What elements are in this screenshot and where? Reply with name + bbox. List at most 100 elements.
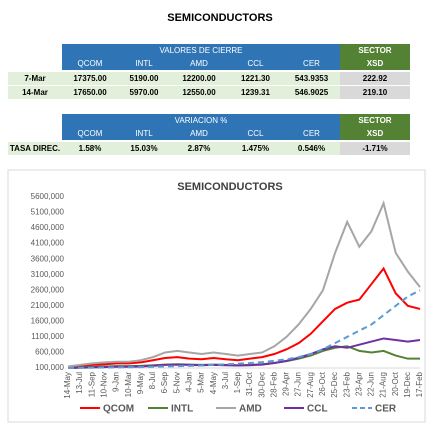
group-header: VALORES DE CIERRE bbox=[160, 46, 243, 55]
x-tick-label: 29-Apr bbox=[282, 372, 291, 396]
y-tick-label: 5100,000 bbox=[31, 208, 65, 217]
sector-label: SECTOR bbox=[358, 116, 391, 125]
x-tick-label: 5-Nov bbox=[172, 372, 181, 393]
column-header: CER bbox=[303, 59, 320, 68]
x-tick-label: 10-Nov bbox=[100, 372, 109, 398]
y-tick-label: 600,000 bbox=[35, 348, 64, 357]
column-header: AMD bbox=[190, 59, 208, 68]
y-tick-label: 5600,000 bbox=[31, 192, 65, 201]
table-cell: 5190.00 bbox=[130, 74, 159, 83]
x-tick-label: 1-Sep bbox=[233, 371, 242, 393]
x-tick-label: 28-Feb bbox=[269, 371, 278, 397]
series-line bbox=[67, 200, 421, 368]
table-cell: 7-Mar bbox=[24, 74, 45, 83]
table-cell: 1.475% bbox=[242, 144, 269, 153]
row-bg bbox=[8, 72, 340, 85]
x-tick-label: 4-Jan bbox=[184, 372, 193, 392]
x-tick-label: 11-Sep bbox=[87, 371, 96, 397]
y-tick-label: 1100,000 bbox=[31, 332, 64, 341]
row-bg bbox=[8, 142, 340, 155]
x-tick-label: 26-Oct bbox=[318, 371, 327, 396]
column-header: CCL bbox=[247, 129, 264, 138]
y-tick-label: 4100,000 bbox=[31, 239, 65, 248]
x-tick-label: 9-Jan bbox=[112, 372, 121, 392]
table-cell: 1221.30 bbox=[241, 74, 270, 83]
y-tick-label: 1600,000 bbox=[31, 316, 65, 325]
table-cell: 1239.31 bbox=[241, 88, 270, 97]
x-tick-label: 25-Dec bbox=[330, 372, 339, 398]
table-cell: -1.71% bbox=[362, 144, 387, 153]
column-header: XSD bbox=[367, 59, 384, 68]
column-header: QCOM bbox=[78, 129, 103, 138]
table-cell: 5970.00 bbox=[130, 88, 159, 97]
legend-label: CER bbox=[375, 404, 397, 415]
x-tick-label: 8-Jul bbox=[148, 372, 157, 390]
series-line bbox=[67, 266, 421, 369]
table-cell: 15.03% bbox=[130, 144, 157, 153]
column-header: QCOM bbox=[78, 59, 103, 68]
table-cell: 219.10 bbox=[363, 88, 388, 97]
table-cell: 1.58% bbox=[79, 144, 102, 153]
x-tick-label: 21-Aug bbox=[379, 372, 388, 398]
y-tick-label: 2100,000 bbox=[31, 301, 65, 310]
column-header: AMD bbox=[190, 129, 208, 138]
x-tick-label: 14-May bbox=[63, 372, 72, 399]
y-tick-label: 3100,000 bbox=[31, 270, 65, 279]
column-header: INTL bbox=[135, 129, 153, 138]
x-tick-label: 27-Aug bbox=[306, 372, 315, 398]
row-bg bbox=[340, 86, 410, 99]
table-cell: 2.87% bbox=[188, 144, 211, 153]
x-tick-label: 6-Sep bbox=[160, 371, 169, 393]
chart-title: SEMICONDUCTORS bbox=[177, 181, 283, 193]
table-cell: 14-Mar bbox=[22, 88, 48, 97]
table-cell: 546.9025 bbox=[295, 88, 329, 97]
y-tick-label: 2600,000 bbox=[31, 285, 65, 294]
table-cell: TASA DIREC. bbox=[10, 144, 60, 153]
table-cell: 12200.00 bbox=[182, 74, 216, 83]
series-line bbox=[67, 337, 421, 369]
x-tick-label: 30-Dec bbox=[257, 372, 266, 398]
column-header: CER bbox=[303, 129, 320, 138]
sector-label: SECTOR bbox=[358, 46, 391, 55]
x-tick-label: 31-Oct bbox=[245, 371, 254, 396]
x-tick-label: 4-May bbox=[209, 372, 218, 394]
x-tick-label: 9-May bbox=[136, 372, 145, 394]
table-header bbox=[62, 114, 340, 140]
x-tick-label: 23-Apr bbox=[354, 372, 363, 396]
sector-header bbox=[340, 114, 410, 140]
table-cell: 12550.00 bbox=[182, 88, 216, 97]
legend-label: AMD bbox=[239, 404, 262, 415]
x-tick-label: 27-Jun bbox=[294, 372, 303, 396]
x-tick-label: 17-Feb bbox=[415, 371, 424, 397]
table-cell: 543.9353 bbox=[295, 74, 329, 83]
column-header: XSD bbox=[367, 129, 384, 138]
table-header bbox=[62, 44, 340, 70]
x-tick-label: 3-Jul bbox=[221, 372, 230, 390]
row-bg bbox=[340, 72, 410, 85]
sector-header bbox=[340, 44, 410, 70]
row-bg bbox=[340, 142, 410, 155]
chart-frame bbox=[7, 169, 426, 423]
row-bg bbox=[8, 86, 340, 99]
x-tick-label: 19-Dec bbox=[403, 372, 412, 398]
y-tick-label: 100,000 bbox=[35, 363, 64, 372]
y-tick-label: 4600,000 bbox=[31, 223, 65, 232]
x-tick-label: 5-Mar bbox=[197, 372, 206, 393]
column-header: CCL bbox=[247, 59, 264, 68]
series-line bbox=[67, 289, 421, 369]
x-tick-label: 23-Feb bbox=[342, 371, 351, 397]
page-title: SEMICONDUCTORS bbox=[167, 12, 273, 24]
legend-label: INTL bbox=[171, 404, 193, 415]
x-tick-label: 20-Oct bbox=[391, 371, 400, 396]
table-cell: 17650.00 bbox=[73, 88, 107, 97]
table-cell: 0.546% bbox=[298, 144, 325, 153]
x-tick-label: 22-Jun bbox=[367, 372, 376, 396]
column-header: INTL bbox=[135, 59, 153, 68]
legend-label: CCL bbox=[307, 404, 328, 415]
x-tick-label: 13-Jul bbox=[75, 372, 84, 394]
table-cell: 17375.00 bbox=[73, 74, 107, 83]
x-tick-label: 10-Mar bbox=[124, 372, 133, 398]
table-cell: 222.92 bbox=[363, 74, 388, 83]
